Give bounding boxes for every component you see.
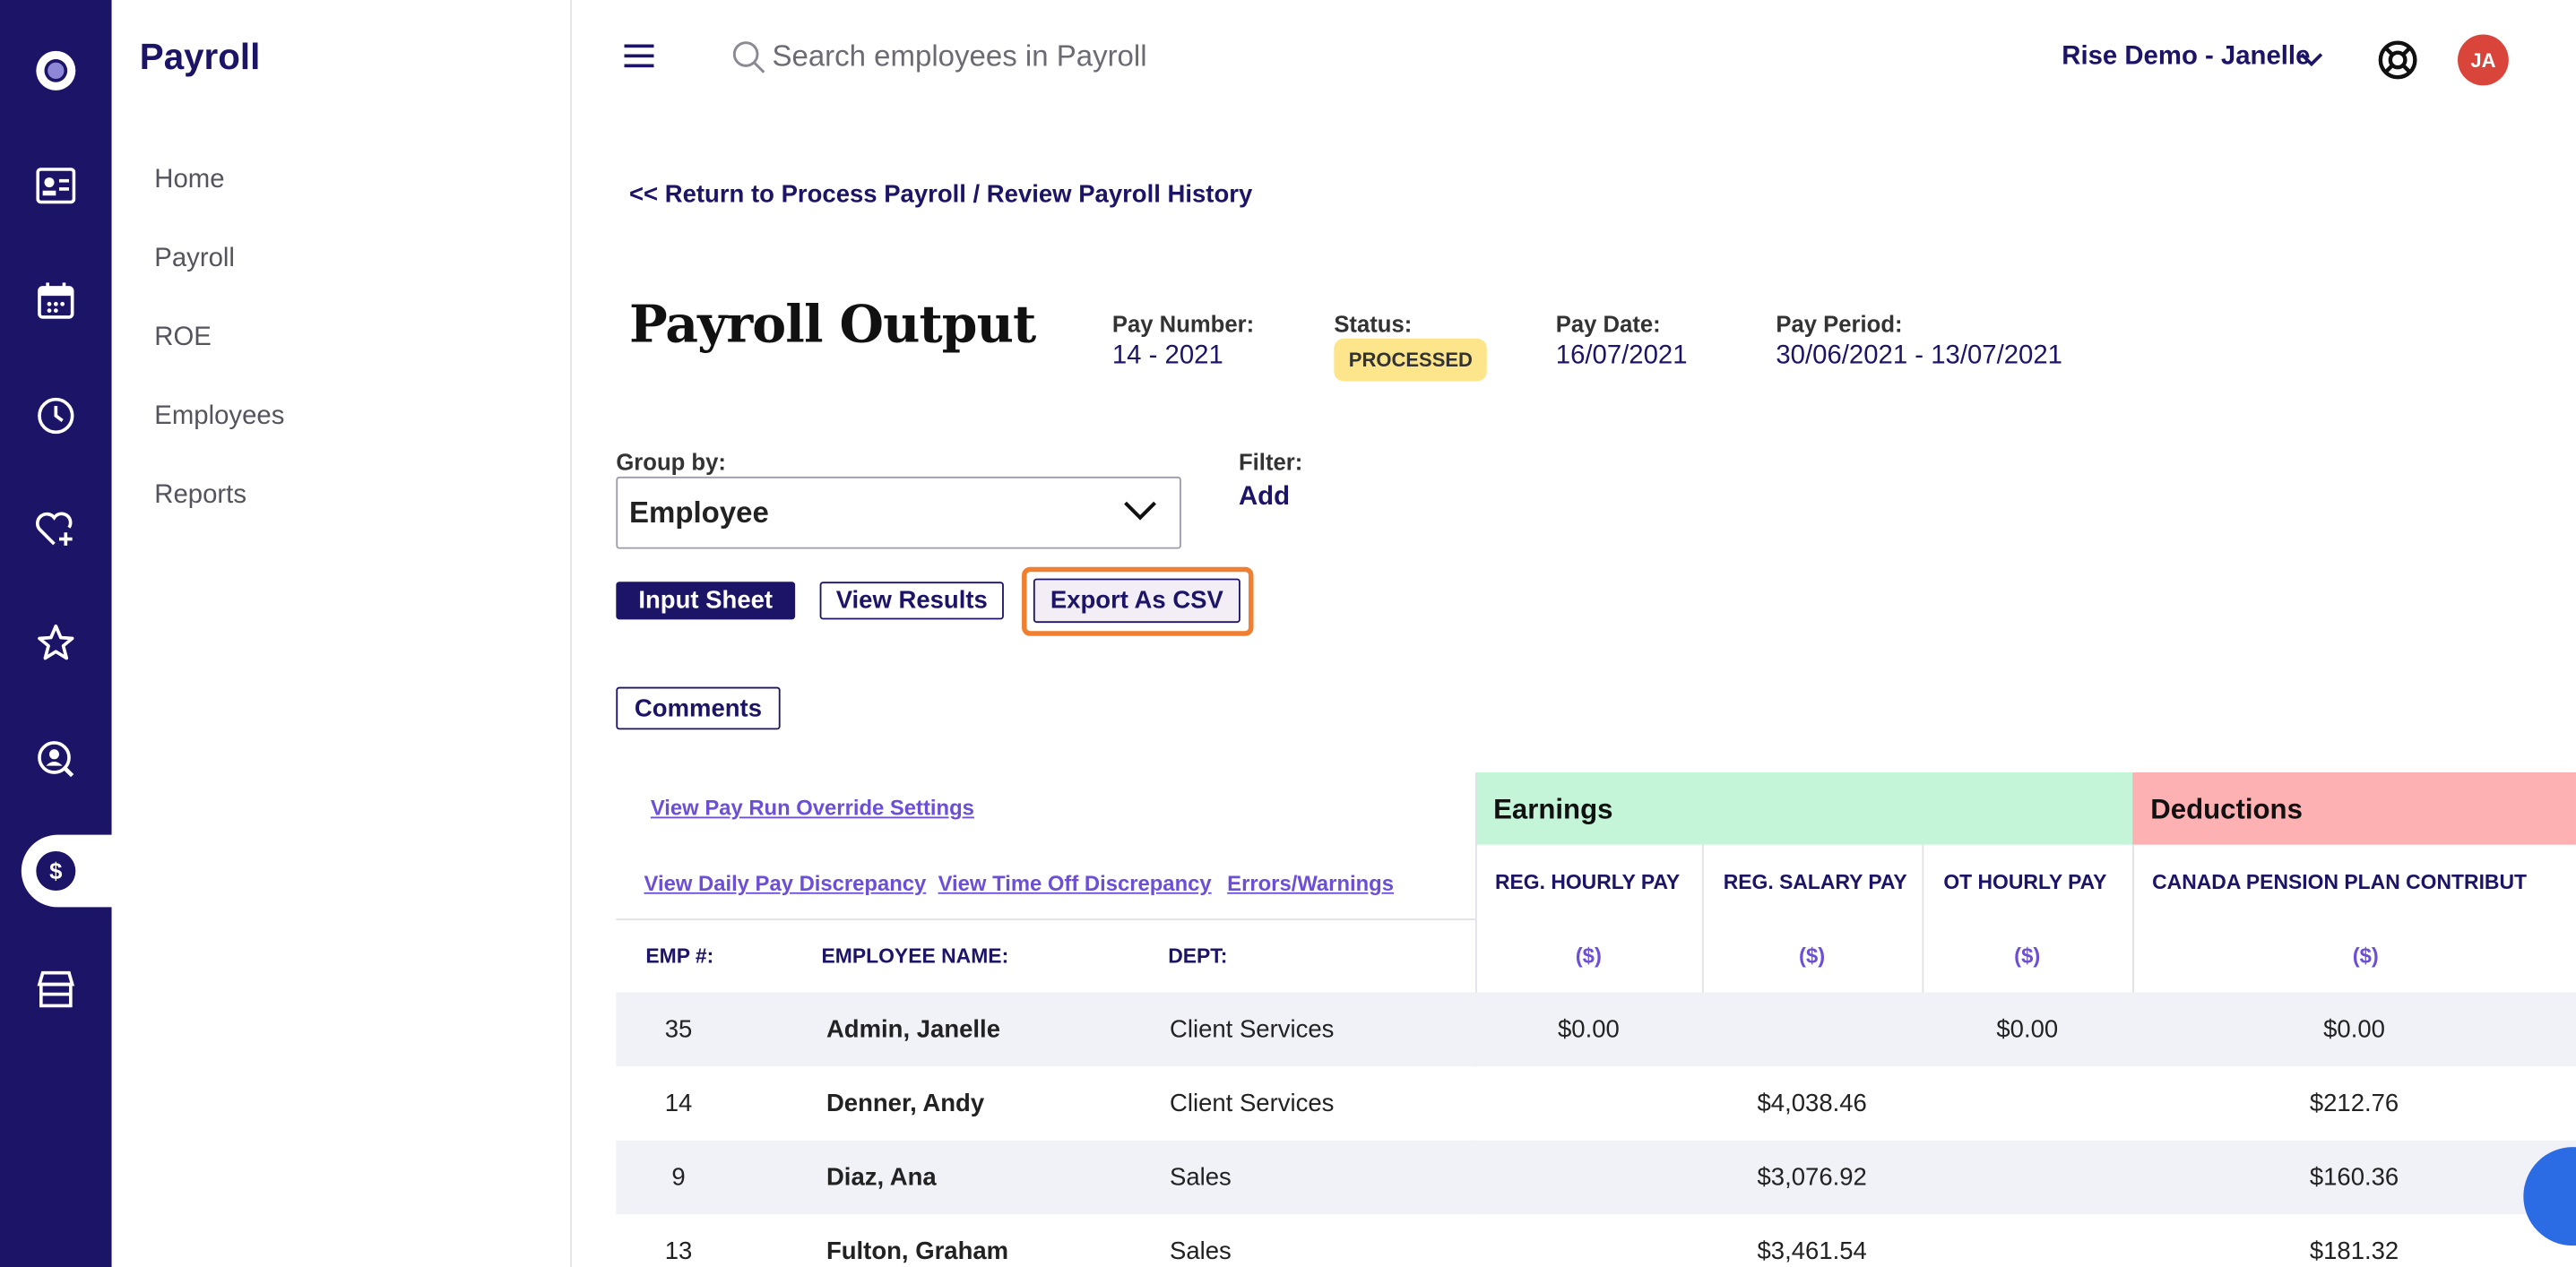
column-divider <box>2132 844 2134 993</box>
view-results-button[interactable]: View Results <box>819 582 1004 620</box>
heart-plus-icon[interactable] <box>28 501 83 556</box>
deductions-group-header: Deductions <box>2132 771 2576 845</box>
filter-label: Filter: <box>1239 448 1303 476</box>
cell-dept: Sales <box>1170 1237 1232 1266</box>
table-row[interactable]: 13 Fulton, Graham Sales $3,461.54 $181.32 <box>616 1214 2576 1267</box>
col-ot-hourly: OT HOURLY PAY <box>1943 871 2107 894</box>
contact-card-icon[interactable] <box>28 158 83 213</box>
table-row[interactable]: 35 Admin, Janelle Client Services $0.00 $0.0… <box>616 992 2576 1067</box>
override-settings-link[interactable]: View Pay Run Override Settings <box>650 795 974 821</box>
side-nav: Payroll Home Payroll ROE Employees Repor… <box>111 0 572 1267</box>
clock-icon[interactable] <box>28 388 83 444</box>
col-emp-number: EMP #: <box>645 944 714 969</box>
pay-number-value: 14 - 2021 <box>1111 341 1223 370</box>
nav-item-payroll[interactable]: Payroll <box>154 245 235 273</box>
cell-ot-hourly: $0.00 <box>1996 1015 2059 1044</box>
app-title: Payroll <box>139 36 261 78</box>
calendar-icon[interactable] <box>28 272 83 328</box>
store-icon[interactable] <box>28 961 83 1017</box>
cell-employee-name: Fulton, Graham <box>826 1237 1009 1266</box>
highlight-box <box>1022 566 1254 636</box>
timeoff-discrepancy-link[interactable]: View Time Off Discrepancy <box>938 871 1212 896</box>
col-dept: DEPT: <box>1168 944 1228 969</box>
cell-reg-salary: $3,461.54 <box>1757 1237 1867 1266</box>
pay-period-label: Pay Period: <box>1776 310 1903 337</box>
export-csv-button[interactable]: Export As CSV <box>1033 578 1240 624</box>
cell-cpp: $0.00 <box>2323 1015 2385 1044</box>
cell-cpp: $212.76 <box>2309 1089 2399 1118</box>
nav-item-employees[interactable]: Employees <box>154 402 285 431</box>
col-unit: ($) <box>2352 943 2379 969</box>
chevron-down-icon <box>1124 500 1157 531</box>
cell-employee-name: Denner, Andy <box>826 1089 985 1118</box>
pay-number-label: Pay Number: <box>1111 310 1255 337</box>
table-row[interactable]: 14 Denner, Andy Client Services $4,038.46 $2… <box>616 1066 2576 1141</box>
pay-date-value: 16/07/2021 <box>1555 341 1688 370</box>
pay-date-label: Pay Date: <box>1555 310 1661 337</box>
cell-employee-name: Admin, Janelle <box>826 1015 1001 1044</box>
menu-icon[interactable] <box>624 44 654 71</box>
group-by-value: Employee <box>629 496 769 530</box>
cell-emp-number: 9 <box>671 1163 686 1192</box>
page-title: Payroll Output <box>629 296 1036 356</box>
cell-emp-number: 13 <box>664 1237 693 1266</box>
payroll-table: View Pay Run Override Settings View Dail… <box>616 771 2576 1267</box>
add-filter-link[interactable]: Add <box>1239 483 1291 512</box>
cell-dept: Client Services <box>1170 1089 1335 1118</box>
col-reg-hourly: REG. HOURLY PAY <box>1494 871 1681 894</box>
group-by-select[interactable]: Employee <box>616 476 1181 549</box>
daily-discrepancy-link[interactable]: View Daily Pay Discrepancy <box>644 871 927 896</box>
group-by-label: Group by: <box>616 448 726 476</box>
icon-rail: $ <box>0 0 120 1267</box>
header-divider <box>616 918 1475 921</box>
cell-cpp: $181.32 <box>2309 1237 2399 1266</box>
nav-item-home[interactable]: Home <box>154 166 225 194</box>
cell-dept: Sales <box>1170 1163 1232 1192</box>
col-unit: ($) <box>1575 943 1602 969</box>
col-unit: ($) <box>1799 943 1826 969</box>
back-link[interactable]: << Return to Process Payroll / Review Pa… <box>629 180 1253 209</box>
search-icon <box>732 41 765 82</box>
col-cpp: CANADA PENSION PLAN CONTRIBUT <box>2152 871 2528 894</box>
errors-warnings-link[interactable]: Errors/Warnings <box>1227 871 1394 896</box>
cell-employee-name: Diaz, Ana <box>826 1163 937 1192</box>
cell-dept: Client Services <box>1170 1015 1335 1044</box>
earnings-group-header: Earnings <box>1474 771 2133 845</box>
col-employee-name: EMPLOYEE NAME: <box>821 944 1009 969</box>
status-label: Status: <box>1334 310 1413 337</box>
payroll-dollar-icon[interactable]: $ <box>36 851 76 892</box>
col-reg-salary: REG. SALARY PAY <box>1723 871 1907 894</box>
cell-reg-salary: $4,038.46 <box>1757 1089 1867 1118</box>
avatar[interactable]: JA <box>2458 34 2509 86</box>
pay-period-value: 30/06/2021 - 13/07/2021 <box>1776 341 2062 370</box>
status-badge: PROCESSED <box>1334 338 1488 382</box>
account-switcher[interactable]: Rise Demo - Janelle <box>2062 42 2311 71</box>
input-sheet-button[interactable]: Input Sheet <box>616 582 796 620</box>
star-icon[interactable] <box>28 615 83 670</box>
nav-item-reports[interactable]: Reports <box>154 481 246 510</box>
logo-icon[interactable] <box>28 43 83 99</box>
column-divider <box>1922 844 1924 993</box>
comments-button[interactable]: Comments <box>616 686 781 730</box>
col-unit: ($) <box>2014 943 2041 969</box>
cell-reg-hourly: $0.00 <box>1557 1015 1620 1044</box>
cell-emp-number: 35 <box>664 1015 693 1044</box>
search-input[interactable]: Search employees in Payroll <box>772 39 1147 73</box>
earnings-title: Earnings <box>1493 793 1613 825</box>
chevron-down-icon[interactable] <box>2300 46 2323 75</box>
table-row[interactable]: 9 Diaz, Ana Sales $3,076.92 $160.36 <box>616 1140 2576 1215</box>
cell-emp-number: 14 <box>664 1089 693 1118</box>
column-divider <box>1701 844 1704 993</box>
user-search-icon[interactable] <box>28 731 83 787</box>
help-lifebuoy-icon[interactable] <box>2377 39 2418 89</box>
deductions-title: Deductions <box>2150 793 2303 825</box>
nav-item-roe[interactable]: ROE <box>154 323 212 352</box>
cell-reg-salary: $3,076.92 <box>1757 1163 1867 1192</box>
cell-cpp: $160.36 <box>2309 1163 2399 1192</box>
